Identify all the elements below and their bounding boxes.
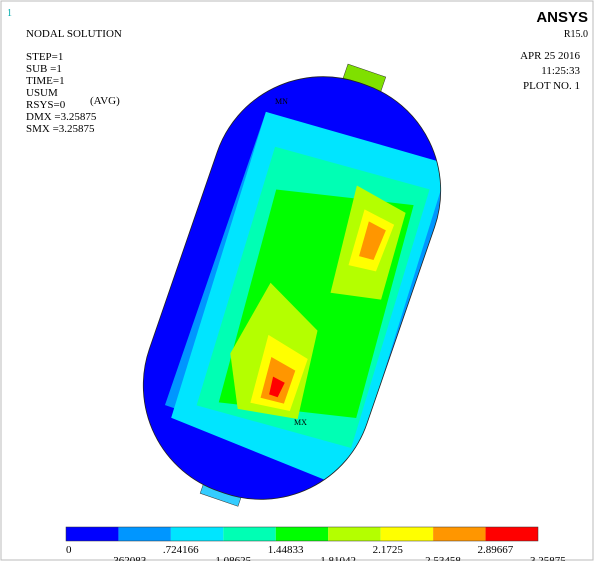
vessel [101, 31, 488, 549]
info-line: NODAL SOLUTION [26, 28, 122, 40]
info-line: SUB =1 [26, 63, 62, 75]
legend-label: 1.08625 [215, 555, 251, 561]
legend-swatch [276, 527, 328, 541]
legend-label: 2.53458 [425, 555, 461, 561]
info-line: DMX =3.25875 [26, 111, 97, 123]
brand: ANSYS [536, 9, 588, 26]
legend-label: .362083 [110, 555, 146, 561]
date: APR 25 2016 [520, 50, 580, 62]
version: R15.0 [564, 29, 588, 40]
legend-swatch [328, 527, 380, 541]
legend-label: 2.1725 [373, 544, 404, 556]
avg-label: (AVG) [90, 95, 120, 107]
plot-number: PLOT NO. 1 [523, 80, 580, 92]
max-marker: MX [294, 418, 307, 427]
screen: 1 NODAL SOLUTION STEP=1SUB =1TIME=1USUMRS… [0, 0, 594, 561]
plot: 1 NODAL SOLUTION STEP=1SUB =1TIME=1USUMRS… [0, 0, 594, 561]
legend: 0 .362083 .724166 1.08625 1.44833 1.81042 2.17… [66, 527, 566, 561]
info-line: TIME=1 [26, 75, 65, 87]
info-line: USUM [26, 87, 58, 99]
legend-swatch [171, 527, 223, 541]
legend-label: 0 [66, 544, 72, 556]
info-line: RSYS=0 [26, 99, 66, 111]
legend-label: 1.81042 [320, 555, 356, 561]
legend-label: .724166 [163, 544, 199, 556]
legend-swatch [223, 527, 275, 541]
legend-swatch [381, 527, 433, 541]
info-line: SMX =3.25875 [26, 123, 95, 135]
legend-swatch [486, 527, 538, 541]
legend-swatch [433, 527, 485, 541]
legend-label: 2.89667 [478, 544, 514, 556]
legend-swatch [118, 527, 170, 541]
min-marker: MN [275, 97, 288, 106]
legend-label: 3.25875 [530, 555, 566, 561]
time: 11:25:33 [541, 65, 580, 77]
info-line: STEP=1 [26, 51, 63, 63]
corner-id: 1 [7, 8, 12, 19]
legend-swatch [66, 527, 118, 541]
legend-label: 1.44833 [268, 544, 304, 556]
